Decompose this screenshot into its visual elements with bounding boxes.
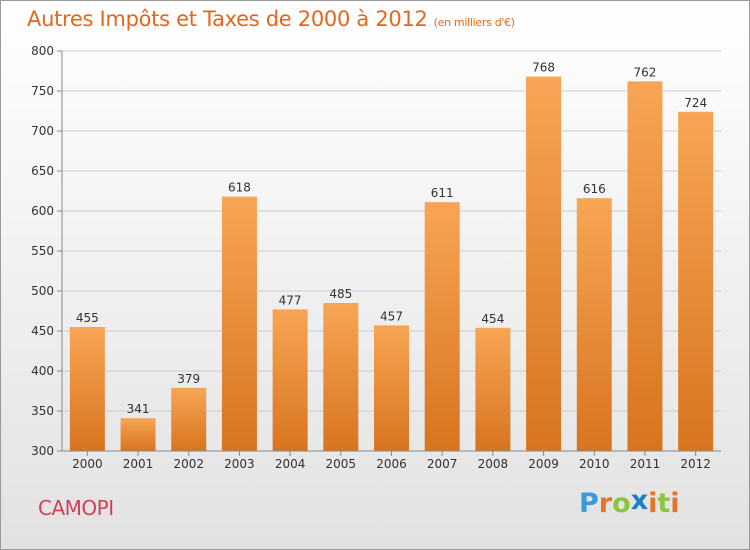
x-tick-label: 2011 [630,457,661,471]
bar-2006 [374,325,409,451]
logo-letter: i [648,488,658,519]
x-tick-label: 2010 [579,457,610,471]
bar-2007 [424,202,460,451]
y-tick-label: 750 [31,84,54,98]
bar-2011 [627,81,663,452]
y-tick-label: 650 [31,164,54,178]
x-tick-label: 2007 [427,457,458,471]
data-label: 455 [76,311,99,325]
y-tick-label: 800 [31,44,54,58]
bar-2009 [526,76,562,451]
labels: 300 350 400 450 500 550 600 650 700 750 800 455 2000… [31,44,711,471]
axes [57,50,721,456]
data-label: 477 [279,293,302,307]
data-label: 457 [380,309,403,323]
bar-2004 [272,309,308,451]
bar-2005 [323,303,359,451]
y-tick-label: 450 [31,324,54,338]
data-label: 454 [481,312,504,326]
y-tick-label: 350 [31,404,54,418]
bar-2012 [678,111,714,452]
y-tick-label: 700 [31,124,54,138]
logo-letter: t [657,488,671,519]
x-tick-label: 2000 [72,457,103,471]
x-tick-label: 2001 [123,457,154,471]
logo-letter: r [598,488,613,519]
bar-2001 [120,418,156,451]
y-tick-label: 300 [31,444,54,458]
y-tick-label: 600 [31,204,54,218]
x-tick-label: 2002 [173,457,204,471]
x-tick-label: 2009 [528,457,559,471]
bar-2000 [69,327,105,451]
x-tick-label: 2012 [680,457,711,471]
data-label: 611 [431,186,454,200]
x-tick-label: 2008 [478,457,509,471]
data-label: 379 [177,372,200,386]
x-tick-label: 2005 [326,457,357,471]
data-label: 724 [684,96,707,110]
y-tick-label: 550 [31,244,54,258]
bar-chart: 300 350 400 450 500 550 600 650 700 750 800 455 2000… [31,44,721,471]
commune-name: CAMOPI [38,496,114,520]
logo-letter: i [670,488,680,519]
x-tick-label: 2004 [275,457,306,471]
data-label: 485 [329,287,352,301]
bar-2010 [576,198,612,451]
x-tick-label: 2003 [224,457,255,471]
bar-2003 [221,196,257,451]
bars [69,76,714,452]
x-tick-label: 2006 [376,457,407,471]
chart-subtitle: (en milliers d'€) [433,16,515,29]
bar-2008 [475,327,511,451]
data-label: 341 [127,402,150,416]
logo-letter: x [630,485,649,516]
proxiti-logo: Proxiti [579,485,680,519]
data-label: 762 [634,65,657,79]
chart-title: Autres Impôts et Taxes de 2000 à 2012 (en… [27,7,515,31]
chart-title-text: Autres Impôts et Taxes de 2000 à 2012 [27,7,428,31]
data-label: 616 [583,182,606,196]
y-tick-label: 400 [31,364,54,378]
bar-2002 [171,387,207,451]
y-tick-label: 500 [31,284,54,298]
logo-letter: P [579,488,599,519]
logo-letter: o [612,488,631,519]
data-label: 618 [228,181,251,195]
data-label: 768 [532,61,555,75]
